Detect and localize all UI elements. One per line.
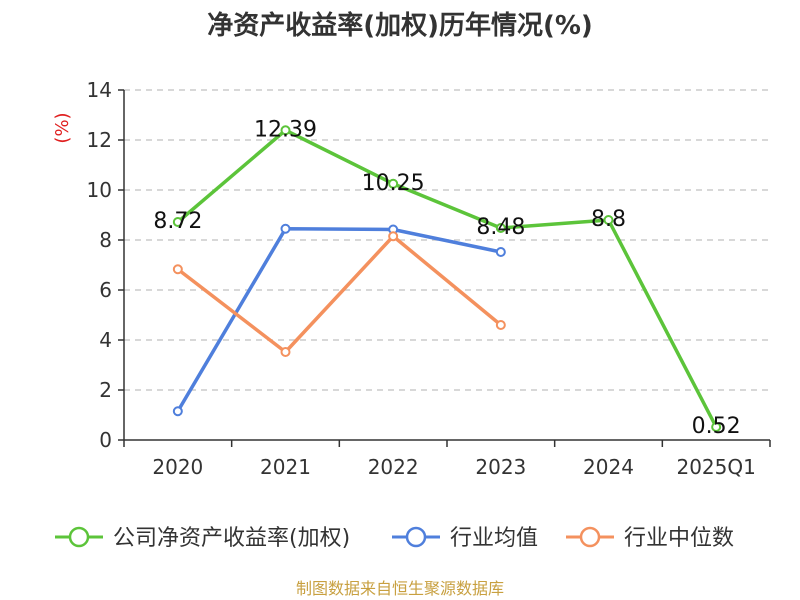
data-point xyxy=(388,231,399,242)
y-tick-label: 6 xyxy=(99,278,112,302)
chart-title: 净资产收益率(加权)历年情况(%) xyxy=(207,10,593,41)
data-point xyxy=(495,320,506,330)
data-label: 12.39 xyxy=(254,117,317,142)
source-note: 制图数据来自恒生聚源数据库 xyxy=(296,579,504,598)
legend-swatch-marker xyxy=(405,526,427,548)
legend: 公司净资产收益率(加权) 行业均值 行业中位数 xyxy=(55,526,734,551)
data-point xyxy=(603,215,614,225)
x-tick-label: 2024 xyxy=(583,455,634,479)
legend-label: 行业均值 xyxy=(450,526,538,551)
x-tick-label: 2025Q1 xyxy=(676,455,755,479)
y-tick-label: 14 xyxy=(87,78,112,102)
data-point xyxy=(172,406,183,417)
data-point xyxy=(495,247,506,257)
legend-swatch-marker xyxy=(579,526,601,548)
data-point xyxy=(388,178,399,189)
data-label: 8.72 xyxy=(153,209,202,234)
legend-label: 行业中位数 xyxy=(624,526,734,551)
y-tick-label: 10 xyxy=(87,178,112,202)
x-tick-label: 2020 xyxy=(152,455,203,479)
series-layer xyxy=(172,125,722,432)
legend-swatch-marker xyxy=(68,526,90,548)
data-point xyxy=(280,347,291,357)
axes: 0 2 4 6 8 10 12 14 2020 2021 2022 2023 2024 2025Q1 xyxy=(87,78,771,479)
data-label: 0.52 xyxy=(692,414,741,439)
x-tick-label: 2023 xyxy=(475,455,526,479)
y-tick-label: 8 xyxy=(99,228,112,252)
data-point xyxy=(280,125,291,136)
legend-label: 公司净资产收益率(加权) xyxy=(113,526,350,551)
x-tick-label: 2022 xyxy=(368,455,419,479)
y-axis-label: (%) xyxy=(52,112,73,143)
y-tick-label: 2 xyxy=(99,378,112,402)
y-tick-label: 4 xyxy=(99,328,112,352)
data-label: 8.48 xyxy=(476,215,525,240)
data-labels: 8.72 12.39 10.25 8.48 8.8 0.52 xyxy=(153,117,740,439)
series-line xyxy=(176,234,502,354)
series-line xyxy=(176,128,718,428)
data-point xyxy=(280,223,291,234)
data-point xyxy=(172,217,183,227)
x-tick-label: 2021 xyxy=(260,455,311,479)
data-label: 10.25 xyxy=(362,171,425,196)
y-tick-label: 0 xyxy=(99,428,112,452)
data-label: 8.8 xyxy=(591,207,626,232)
data-point xyxy=(711,422,722,432)
data-point xyxy=(495,223,506,233)
series-line xyxy=(176,227,502,413)
y-tick-label: 12 xyxy=(87,128,112,152)
data-point xyxy=(172,264,183,275)
